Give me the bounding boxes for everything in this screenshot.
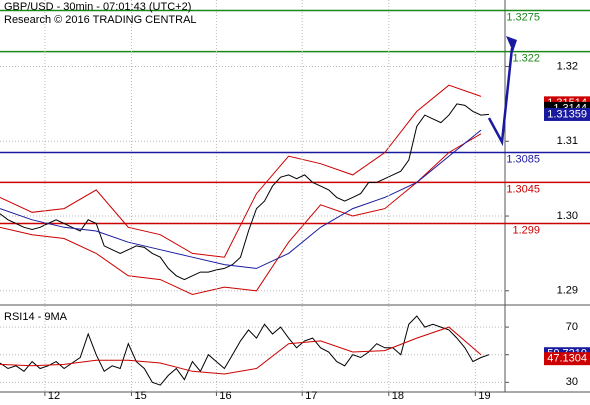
x-tick-label: 12 <box>48 390 60 400</box>
series-line <box>0 133 482 296</box>
value-badge-label: 47.1304 <box>547 353 587 365</box>
value-badge-label: 1.31359 <box>547 108 587 120</box>
y-tick-label: 1.29 <box>557 285 578 297</box>
y-tick-label: 1.32 <box>557 60 578 72</box>
y-tick-label: 30 <box>566 376 578 388</box>
forecast-arrowhead <box>506 36 517 52</box>
value-badge <box>544 107 590 121</box>
rsi-title: RSI14 - 9MA <box>4 311 68 323</box>
x-tick-label: 19 <box>478 390 490 400</box>
series-line <box>0 315 490 386</box>
level-label: 1.322 <box>512 52 540 64</box>
y-tick-label: 1.30 <box>557 210 578 222</box>
chart-subtitle: Research © 2016 TRADING CENTRAL <box>4 14 197 26</box>
series-line <box>0 326 482 375</box>
level-label: 1.3085 <box>506 153 540 165</box>
series-line <box>0 129 482 269</box>
y-tick-label: 70 <box>566 321 578 333</box>
y-tick-label: 1.31 <box>557 135 578 147</box>
level-label: 1.3045 <box>506 183 540 195</box>
chart-title: GBP/USD - 30min - 07:01:43 (UTC+2) <box>4 1 191 13</box>
value-badge <box>544 352 590 366</box>
series-line <box>0 84 482 258</box>
x-tick-label: 17 <box>305 390 317 400</box>
x-tick-label: 18 <box>392 390 404 400</box>
level-label: 1.3275 <box>506 11 540 23</box>
x-tick-label: 16 <box>219 390 231 400</box>
level-label: 1.299 <box>512 224 540 236</box>
forecast-arrow <box>487 47 514 147</box>
x-tick-label: 15 <box>134 390 146 400</box>
